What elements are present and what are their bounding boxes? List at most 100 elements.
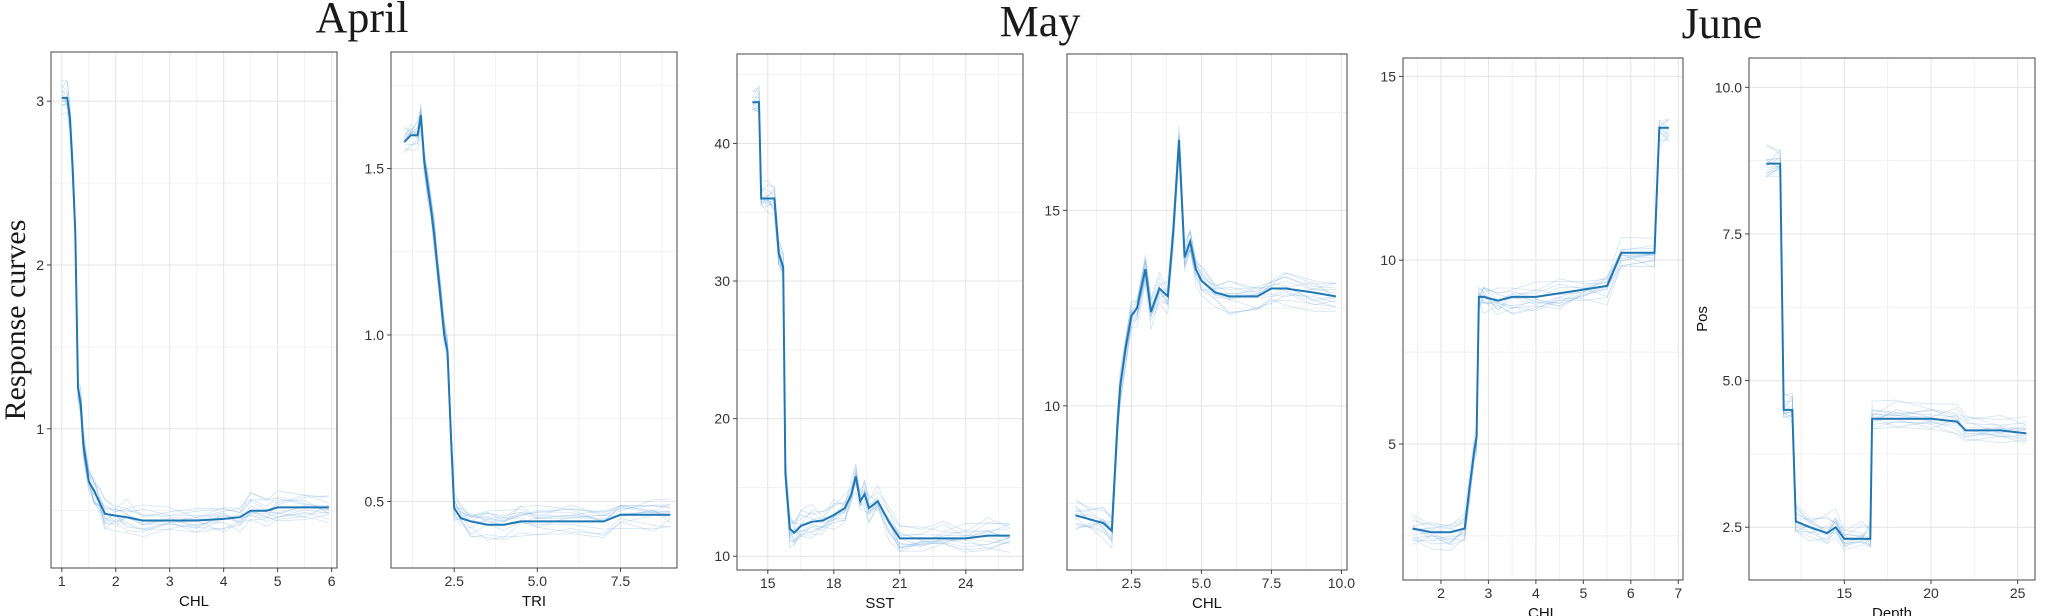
replicate-curve (1412, 134, 1670, 551)
replicate-curve (1766, 165, 2027, 537)
replicate-curve (1766, 158, 2027, 539)
y-tick-label: 10 (1380, 252, 1396, 268)
x-tick-label: 21 (892, 575, 908, 591)
replicate-curve (61, 85, 329, 523)
replicate-curve (61, 80, 329, 518)
replicate-curve (61, 98, 329, 526)
replicate-curve (752, 109, 1010, 553)
replicate-curve (1766, 146, 2027, 537)
x-tick-label: 10.0 (1328, 575, 1355, 591)
main-ylabel: Response curves (0, 220, 32, 421)
replicate-curve (61, 99, 330, 538)
mean-response-curve (752, 101, 1010, 540)
replicate-curve (1412, 124, 1670, 536)
replicate-curve (1766, 165, 2027, 551)
x-tick-label: 7 (1674, 585, 1682, 601)
replicate-curve (1766, 144, 2027, 532)
replicate-curve (61, 111, 329, 531)
y-tick-label: 5 (1388, 436, 1396, 452)
replicate-curve (1766, 166, 2027, 548)
x-tick-label: 15 (1837, 585, 1853, 601)
y-tick-label: 10 (1044, 398, 1060, 414)
y-tick-label: 20 (714, 411, 730, 427)
x-tick-label: 6 (1627, 585, 1635, 601)
y-tick-label: 2 (36, 257, 44, 273)
replicate-curve (1766, 156, 2027, 541)
y-tick-label: 1.5 (365, 161, 385, 177)
replicate-curve (1075, 134, 1336, 518)
y-tick-label: 1 (36, 421, 44, 437)
replicate-curve (752, 90, 1010, 537)
replicate-curve (1412, 120, 1670, 541)
x-tick-label: 20 (1923, 585, 1939, 601)
chart-panel-2: 15 18 21 24 10 20 30 40 SST (714, 53, 1024, 612)
replicate-curve (752, 107, 1010, 547)
x-tick-label: 15 (760, 575, 776, 591)
replicate-curve (1766, 157, 2027, 538)
y-tick-label: 30 (714, 273, 730, 289)
replicate-curve (752, 100, 1010, 546)
replicate-curve (1766, 165, 2027, 548)
x-tick-label: 5 (1579, 585, 1587, 601)
y-tick-label: 7.5 (1723, 226, 1743, 242)
month-title-june: June (1682, 0, 1763, 48)
replicate-curve (61, 91, 329, 529)
chart-panel-0: 1 2 3 4 5 6 1 2 3 CHL (36, 51, 338, 610)
x-tick-label: 5.0 (1192, 575, 1212, 591)
panel-frame (1402, 57, 1684, 581)
replicate-curve (752, 87, 1010, 532)
replicate-curve (1412, 119, 1669, 533)
x-tick-label: 6 (328, 573, 336, 589)
x-tick-label: 18 (826, 575, 842, 591)
x-axis-label: TRI (522, 593, 546, 610)
x-tick-label: 3 (166, 573, 174, 589)
replicate-curve (752, 90, 1010, 533)
replicate-curve (752, 106, 1010, 553)
x-tick-label: 5.0 (528, 573, 548, 589)
replicate-curve (61, 96, 330, 527)
x-tick-label: 24 (958, 575, 974, 591)
mean-response-curve (61, 96, 329, 522)
panel-frame (390, 51, 678, 569)
chart-panel-5: 15 20 25 2.5 5.0 7.5 10.0 Depth Pos (1694, 57, 2036, 616)
x-axis-label: SST (865, 595, 894, 612)
replicate-curve (61, 90, 329, 516)
x-tick-label: 2 (1437, 585, 1445, 601)
panel-frame (50, 51, 338, 569)
replicate-curve (61, 89, 329, 517)
mean-response-curve (1412, 126, 1669, 534)
mean-response-curve (1075, 139, 1336, 534)
replicate-curve (61, 103, 330, 528)
y-tick-label: 15 (1380, 68, 1396, 84)
panel-frame (1066, 53, 1348, 571)
x-tick-label: 2.5 (444, 573, 464, 589)
y-tick-label: 0.5 (365, 493, 385, 509)
x-tick-label: 3 (1485, 585, 1493, 601)
x-tick-label: 7.5 (1262, 575, 1282, 591)
replicate-curve (1766, 148, 2027, 540)
replicate-curve (1766, 175, 2027, 547)
y-axis-label: Pos (1694, 306, 1711, 332)
month-title-april: April (316, 0, 409, 42)
replicate-curve (752, 104, 1010, 549)
replicate-curve (752, 103, 1010, 548)
panel-frame (736, 53, 1024, 571)
replicate-curve (61, 102, 329, 533)
replicate-curve (1766, 166, 2027, 548)
replicate-curve (752, 109, 1010, 553)
y-tick-label: 5.0 (1723, 373, 1743, 389)
x-axis-label: CHL (1192, 595, 1222, 612)
mean-response-curve (403, 115, 671, 526)
x-tick-label: 4 (1532, 585, 1540, 601)
mean-response-curve (1766, 162, 2027, 540)
chart-panel-1: 2.5 5.0 7.5 0.5 1.0 1.5 TRI (365, 51, 678, 610)
y-tick-label: 1.0 (365, 327, 385, 343)
y-tick-label: 3 (36, 93, 44, 109)
x-tick-label: 2.5 (1122, 575, 1142, 591)
y-tick-label: 10 (714, 548, 730, 564)
x-tick-label: 2 (112, 573, 120, 589)
y-tick-label: 2.5 (1723, 519, 1743, 535)
replicate-curve (1412, 130, 1670, 546)
replicate-curve (61, 104, 329, 533)
